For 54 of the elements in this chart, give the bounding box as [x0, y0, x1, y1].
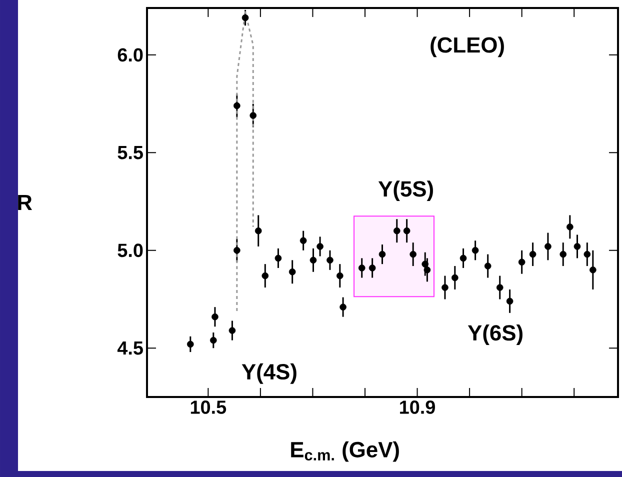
point: [424, 266, 431, 274]
point: [566, 224, 574, 230]
point: [529, 250, 536, 258]
point: [242, 14, 249, 22]
point: [472, 246, 479, 254]
point: [452, 274, 458, 282]
point: [574, 243, 581, 250]
point: [326, 256, 334, 264]
point: [544, 243, 552, 250]
point: [250, 112, 257, 119]
point: [340, 304, 346, 310]
y-tick-label: 5.5: [118, 146, 143, 160]
point: [403, 227, 410, 234]
point: [368, 264, 376, 272]
point: [212, 313, 218, 320]
point: [228, 327, 236, 334]
point: [336, 272, 344, 280]
point: [393, 227, 400, 234]
point: [442, 284, 448, 291]
point: [210, 336, 217, 344]
point: [590, 266, 596, 274]
x-tick-label: 10.9: [400, 400, 435, 414]
point: [484, 262, 492, 270]
point: [358, 264, 366, 272]
point: [262, 272, 269, 280]
point: [518, 258, 526, 266]
y-axis-title: R: [18, 194, 32, 210]
point: [300, 237, 307, 244]
point: [254, 227, 262, 234]
point: [234, 102, 240, 110]
x-tick-label: 10.5: [190, 400, 226, 414]
point: [378, 250, 386, 258]
point: [288, 268, 296, 276]
y-tick-label: 4.5: [117, 342, 143, 355]
x-axis-title: E$_{c.m.}$ (GeV): [291, 441, 399, 462]
point: [310, 256, 317, 264]
point: [274, 254, 282, 262]
y-tick-label: 5.0: [118, 244, 143, 258]
point: [496, 284, 504, 291]
point: [506, 298, 514, 305]
line-series: [236, 11, 254, 312]
annotation: Υ(5S): [378, 180, 433, 202]
point: [316, 243, 324, 250]
point: [422, 260, 429, 268]
point: [187, 340, 194, 348]
point: [410, 250, 416, 258]
annotation: Υ(6S): [468, 324, 522, 345]
point: [460, 254, 467, 262]
annotation: Υ(4S): [242, 363, 296, 384]
annotation: (CLEO): [430, 36, 504, 58]
point: [560, 250, 567, 258]
point: [584, 250, 591, 258]
point: [234, 246, 240, 254]
y-tick-label: 6.0: [118, 48, 143, 62]
